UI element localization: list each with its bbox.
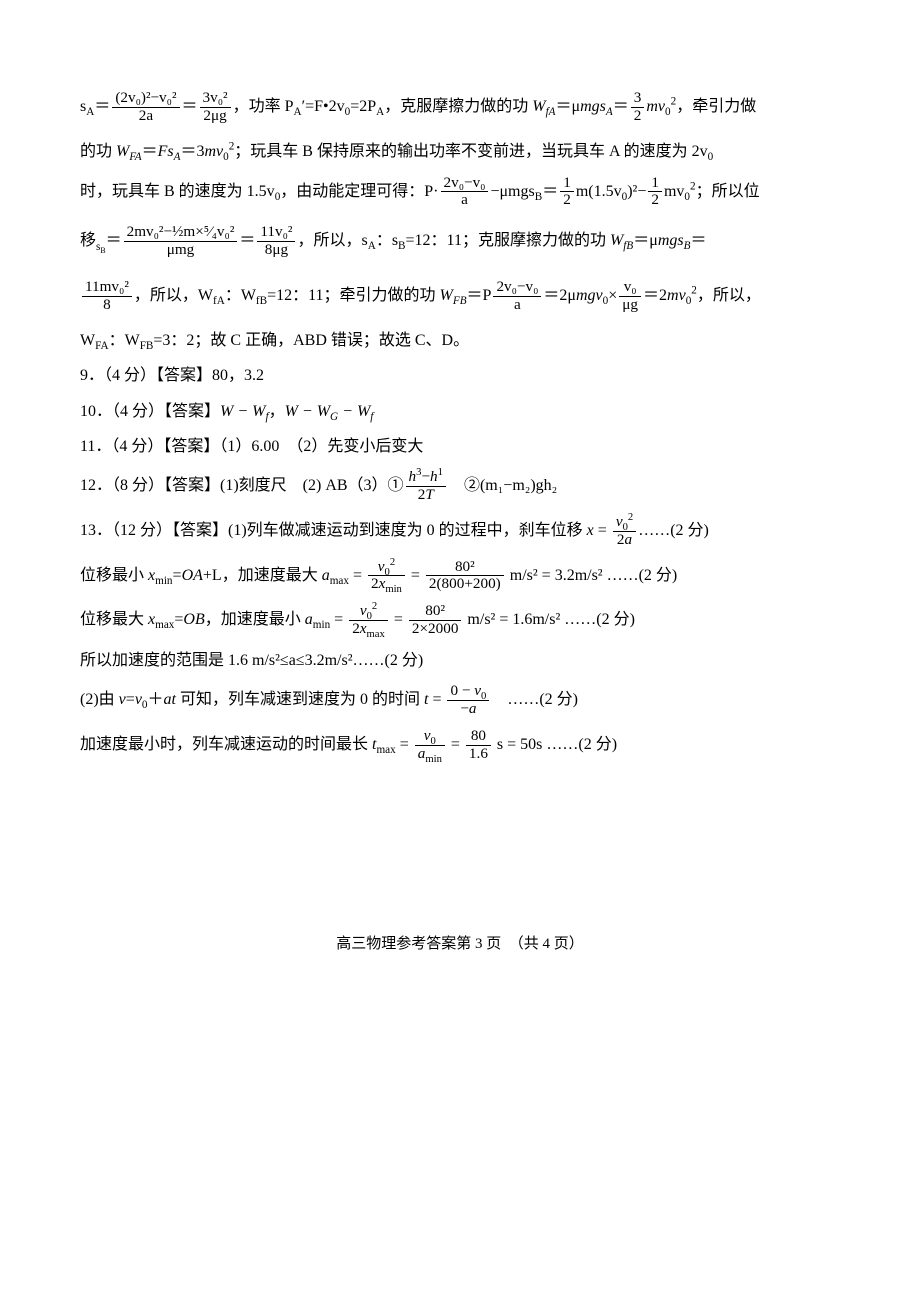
text: 13．（12 分）【答案】(1)列车做减速运动到速度为 0 的过程中，刹车位移 [80,522,587,539]
fraction: h3−h12T [406,469,446,503]
text: m/s² = 1.6m/s² ……(2 分) [463,611,635,628]
fraction: 80²2(800+200) [426,559,504,593]
answer-9: 9．（4 分）【答案】80，3.2 [80,358,840,393]
fraction: 2v₀−v₀a [441,175,489,209]
page-footer: 高三物理参考答案第 3 页 （共 4 页） [80,928,840,961]
solution-paragraph-3: 时，玩具车 B 的速度为 1.5v0，由动能定理可得：P·2v₀−v₀a−μmg… [80,170,840,215]
solution-paragraph-1: sA＝(2v₀)²−v₀²2a＝3v₀²2μg，功率 PA′=F•2v0=2PA… [80,80,840,134]
answer-13-line-5: (2)由 v=v0＋at 可知，列车减速到速度为 0 的时间 t = 0 − v… [80,678,840,723]
text: m/s² = 3.2m/s² ……(2 分) [506,567,678,584]
text: ，所以，WfA：WfB=12：11；牵引力做的功 WFB＝P [134,287,492,304]
fraction: v022a [613,514,636,548]
text: 11．（4 分）【答案】（1）6.00 （2）先变小后变大 [80,438,423,455]
answer-11: 11．（4 分）【答案】（1）6.00 （2）先变小后变大 [80,429,840,464]
text: ②(m₁−m₂)gh₂ [448,477,557,494]
text: ，所以，sA：sB=12：11；克服摩擦力做的功 WfB＝μmgsB＝ [297,232,706,249]
fraction: 12 [560,175,574,209]
text: ＝ [239,232,255,249]
text: = [447,736,464,753]
answer-10: 10．（4 分）【答案】W − Wf，W − WG − Wf [80,394,840,429]
fraction: v022xmax [349,603,388,637]
text: ＝2μmgv0× [543,287,617,304]
text: ……(2 分) [491,691,578,708]
text: ＝ [182,98,198,115]
solution-paragraph-2: 的功 WFA＝FsA＝3mv02；玩具车 B 保持原来的输出功率不变前进，当玩具… [80,134,840,169]
text: 位移最大 xmax=OB，加速度最小 amin = [80,611,347,628]
fraction: v022xmin [368,559,405,593]
answer-13-line-6: 加速度最小时，列车减速运动的时间最长 tmax = v0amin = 801.6… [80,723,840,768]
fraction: v0amin [415,728,445,762]
text: 移sB＝ [80,232,122,249]
text: 加速度最小时，列车减速运动的时间最长 tmax = [80,736,413,753]
text: ，功率 PA′=F•2v0=2PA，克服摩擦力做的功 WfA＝μmgsA＝ [233,98,629,115]
fraction: 0 − v0−a [447,683,489,717]
text: ……(2 分) [638,522,709,539]
var-x: x [587,522,594,539]
fraction: 801.6 [466,728,491,762]
fraction: 2v₀−v₀a [493,279,541,313]
text: s = 50s ……(2 分) [493,736,617,753]
fraction: 80²2×2000 [409,603,462,637]
fraction: 11mv₀²8 [82,279,132,313]
fraction: 12 [648,175,662,209]
answer-13-line-4: 所以加速度的范围是 1.6 m/s²≤a≤3.2m/s²……(2 分) [80,643,840,678]
text: = [407,567,424,584]
solution-paragraph-4: 移sB＝2mv₀²−½m×⁵⁄₄v₀²μmg＝11v₀²8μg，所以，sA：sB… [80,214,840,268]
text: 10．（4 分）【答案】W − Wf，W − WG − Wf [80,403,373,420]
fraction: v₀μg [619,279,641,313]
text: ＝2mv02，所以， [643,287,761,304]
text: sA＝ [80,98,110,115]
text: 12．（8 分）【答案】(1)刻度尺 (2) AB（3）① [80,477,404,494]
answer-13-line-1: 13．（12 分）【答案】(1)列车做减速运动到速度为 0 的过程中，刹车位移 … [80,509,840,554]
text: 的功 WFA＝FsA＝3mv02；玩具车 B 保持原来的输出功率不变前进，当玩具… [80,143,713,160]
text: mv02；所以位 [664,183,760,200]
text: 所以加速度的范围是 1.6 m/s²≤a≤3.2m/s²……(2 分) [80,652,423,669]
footer-text: 高三物理参考答案第 3 页 （共 4 页） [336,936,584,952]
text: 位移最小 xmin=OA+L，加速度最大 amax = [80,567,366,584]
fraction: 32 [631,90,645,124]
answer-13-line-3: 位移最大 xmax=OB，加速度最小 amin = v022xmax = 80²… [80,598,840,643]
text: WFA：WFB=3：2；故 C 正确，ABD 错误；故选 C、D。 [80,332,469,349]
solution-paragraph-5: 11mv₀²8，所以，WfA：WfB=12：11；牵引力做的功 WFB＝P2v₀… [80,269,840,323]
solution-paragraph-6: WFA：WFB=3：2；故 C 正确，ABD 错误；故选 C、D。 [80,323,840,358]
fraction: (2v₀)²−v₀²2a [112,90,179,124]
text: = [390,611,407,628]
fraction: 11v₀²8μg [257,224,295,258]
text: = [594,522,611,539]
fraction: 3v₀²2μg [200,90,231,124]
answer-12: 12．（8 分）【答案】(1)刻度尺 (2) AB（3）①h3−h12T ②(m… [80,464,840,509]
answer-13-line-2: 位移最小 xmin=OA+L，加速度最大 amax = v022xmin = 8… [80,554,840,599]
text: m(1.5v0)²− [576,183,647,200]
text: (2)由 v=v0＋at 可知，列车减速到速度为 0 的时间 t = [80,691,445,708]
text: 9．（4 分）【答案】80，3.2 [80,367,264,384]
fraction: 2mv₀²−½m×⁵⁄₄v₀²μmg [124,224,238,258]
text: mv02，牵引力做 [646,98,756,115]
text: 时，玩具车 B 的速度为 1.5v0，由动能定理可得：P· [80,183,439,200]
text: −μmgsB＝ [490,183,558,200]
